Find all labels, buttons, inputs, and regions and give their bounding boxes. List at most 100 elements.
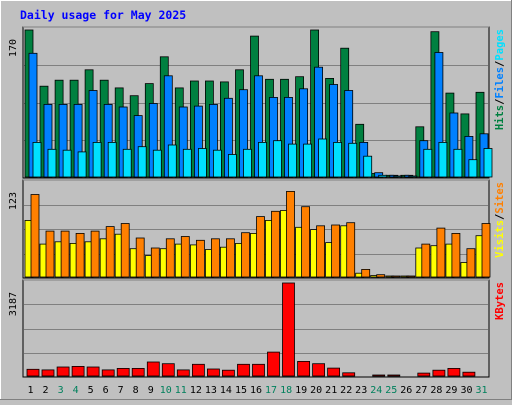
x-tick-label-day-23: 23: [355, 385, 367, 396]
bar-kbytes-day-30: [462, 371, 476, 377]
legend-item: Visits: [494, 220, 506, 258]
legend-item: /: [494, 61, 506, 67]
series-kbytes: [26, 282, 476, 377]
bar-sites-day-15: [241, 232, 250, 278]
bar-pages-day-23: [363, 155, 373, 178]
y-max-label: 123: [8, 192, 19, 210]
x-tick-label-day-17: 17: [265, 385, 277, 396]
bar-kbytes-day-17: [267, 351, 280, 377]
bar-pages-day-27: [423, 148, 433, 178]
x-tick-label-day-7: 7: [118, 385, 124, 396]
bar-pages-day-29: [453, 148, 463, 178]
bar-kbytes-day-8: [131, 367, 145, 377]
bar-kbytes-day-14: [221, 369, 235, 377]
bar-pages-day-8: [137, 146, 147, 178]
bar-pages-day-9: [152, 149, 162, 178]
x-tick-label-day-26: 26: [400, 385, 412, 396]
series-pages: [32, 138, 493, 178]
bar-pages-day-3: [62, 149, 72, 178]
bar-sites-day-1: [30, 194, 40, 278]
bar-sites-day-6: [105, 226, 115, 278]
x-tick-label-day-27: 27: [415, 385, 427, 396]
x-tick-label-day-5: 5: [88, 385, 94, 396]
bar-sites-day-30: [466, 248, 476, 278]
legend-item: Pages: [494, 29, 506, 61]
x-tick-label-day-16: 16: [250, 385, 262, 396]
bar-pages-day-18: [288, 143, 297, 178]
bar-pages-day-22: [348, 142, 358, 178]
legend-item: Hits: [494, 105, 506, 130]
bar-pages-day-21: [333, 141, 343, 178]
bar-kbytes-day-27: [417, 372, 431, 377]
y-max-label: 3187: [8, 292, 19, 316]
bar-sites-day-17: [271, 210, 280, 278]
x-tick-label-day-15: 15: [235, 385, 247, 396]
x-tick-label-day-24: 24: [370, 385, 382, 396]
panel-visits-sites: 123 Visits/Sites: [8, 179, 506, 279]
x-tick-label-day-19: 19: [295, 385, 307, 396]
bar-kbytes-day-16: [252, 363, 265, 377]
bar-pages-day-10: [167, 144, 177, 178]
bar-pages-day-13: [212, 149, 222, 178]
legend-item: Sites: [494, 182, 506, 214]
bar-kbytes-day-15: [237, 363, 250, 377]
bar-sites-day-23: [361, 268, 371, 278]
x-axis-labels: 1 2 3 4 5 6 7 8 9 10 11 12 13 14 15 16 17 18 19 20 21 22 23 24 2…: [27, 385, 487, 396]
bar-sites-day-24: [376, 274, 386, 278]
bar-kbytes-day-7: [116, 367, 130, 377]
plot-area: [22, 279, 490, 378]
bar-kbytes-day-4: [71, 365, 85, 377]
x-tick-label-day-12: 12: [190, 385, 202, 396]
bar-pages-day-14: [227, 154, 237, 178]
x-tick-label-day-14: 14: [220, 385, 232, 396]
bar-kbytes-day-5: [86, 366, 100, 377]
series-sites: [30, 190, 491, 278]
x-tick-label-day-30: 30: [460, 385, 472, 396]
bar-kbytes-day-11: [176, 369, 190, 377]
bar-kbytes-day-6: [101, 369, 115, 377]
x-tick-label-day-28: 28: [430, 385, 442, 396]
x-tick-label-day-25: 25: [385, 385, 397, 396]
y-max-label: 170: [8, 39, 19, 57]
bar-sites-day-20: [316, 225, 326, 278]
bar-pages-day-11: [182, 148, 192, 178]
bar-sites-day-3: [60, 230, 70, 278]
bar-sites-day-27: [421, 243, 431, 278]
bar-pages-day-24: [378, 174, 388, 178]
x-tick-label-day-6: 6: [103, 385, 109, 396]
bar-pages-day-1: [32, 141, 42, 178]
bar-pages-day-6: [107, 141, 117, 178]
bar-kbytes-day-21: [327, 367, 341, 377]
panel-kbytes: 3187 KBytes: [8, 279, 506, 378]
bar-sites-day-16: [256, 216, 265, 278]
bar-kbytes-day-25: [387, 374, 401, 377]
x-tick-label-day-3: 3: [58, 385, 64, 396]
x-tick-label-day-10: 10: [160, 385, 172, 396]
x-tick-label-day-22: 22: [340, 385, 352, 396]
bar-kbytes-day-3: [56, 366, 70, 377]
bar-sites-day-19: [301, 206, 311, 278]
bar-pages-day-20: [318, 138, 328, 178]
bar-sites-day-2: [45, 230, 55, 278]
legend-item: /: [494, 99, 506, 105]
x-tick-label-day-29: 29: [445, 385, 457, 396]
x-tick-label-day-9: 9: [148, 385, 154, 396]
bar-sites-day-31: [481, 223, 491, 278]
bar-pages-day-7: [122, 148, 132, 178]
bar-pages-day-4: [77, 151, 87, 178]
x-tick-label-day-31: 31: [475, 385, 487, 396]
bar-sites-day-26: [406, 275, 416, 278]
bar-kbytes-day-24: [372, 374, 386, 377]
bar-kbytes-day-12: [191, 363, 205, 377]
legend-hits-files-pages: Hits/Files/Pages: [494, 29, 506, 130]
bar-pages-day-30: [468, 159, 478, 178]
bar-sites-day-12: [195, 239, 205, 278]
bar-kbytes-day-18: [282, 282, 295, 377]
bar-sites-day-13: [210, 238, 220, 278]
x-tick-label-day-1: 1: [27, 385, 33, 396]
bar-sites-day-4: [75, 232, 85, 278]
legend-item: Files: [494, 67, 506, 99]
chart-panels: 170 Hits/Files/Pages 123 Visits / Sites 3187 KB…: [8, 26, 506, 378]
